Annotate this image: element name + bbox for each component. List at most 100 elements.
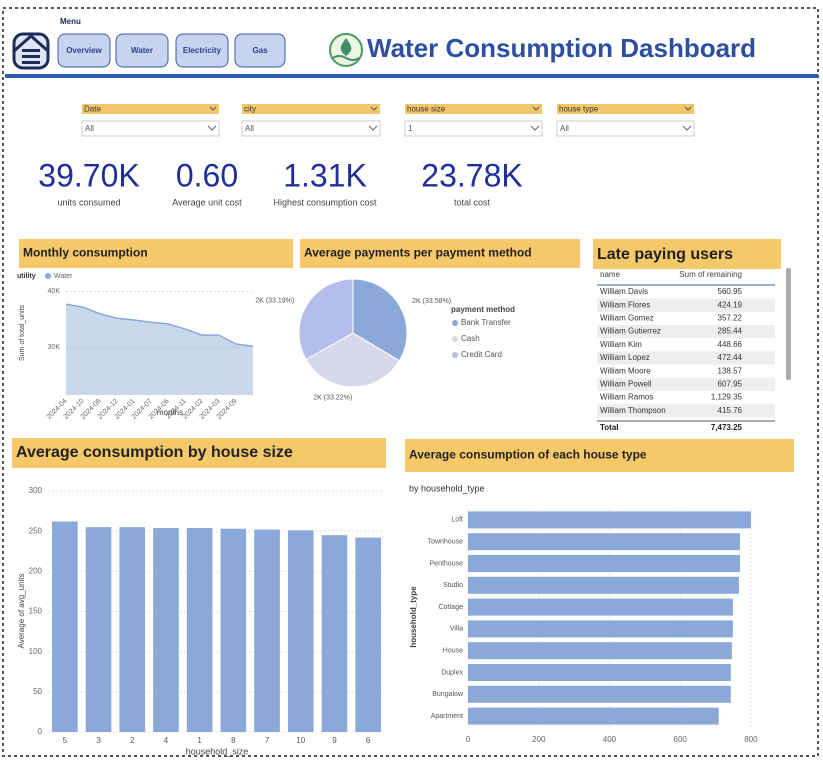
panel-title: Monthly consumption bbox=[23, 246, 148, 260]
y-axis-label: Sum of total_units bbox=[19, 304, 26, 361]
pie-data-label: 2K (33.19%) bbox=[255, 297, 294, 304]
bar bbox=[153, 527, 179, 732]
x-tick-label: 6 bbox=[366, 736, 371, 745]
menu-button[interactable] bbox=[115, 33, 169, 68]
legend-marker bbox=[452, 336, 458, 342]
filter-label: house type bbox=[559, 105, 599, 114]
bar bbox=[254, 529, 280, 732]
x-tick-label: 2 bbox=[130, 736, 135, 745]
filter-value: All bbox=[245, 124, 254, 133]
menu-button[interactable] bbox=[234, 33, 286, 68]
x-tick-label: 200 bbox=[532, 735, 546, 744]
bar bbox=[468, 533, 740, 551]
filter-dropdown[interactable] bbox=[556, 120, 695, 137]
bar bbox=[119, 527, 146, 732]
table-row-shade bbox=[597, 351, 775, 365]
x-tick-label: 0 bbox=[466, 735, 471, 744]
y-axis-label: Average of avg_units bbox=[17, 573, 26, 648]
filter-dropdown-chevron bbox=[368, 125, 378, 131]
table-cell: 472.44 bbox=[718, 353, 743, 362]
logo-wave bbox=[332, 55, 360, 61]
menu-button[interactable] bbox=[175, 33, 229, 68]
kpi-label: Average unit cost bbox=[172, 197, 242, 207]
scrollbar[interactable] bbox=[786, 268, 791, 380]
x-tick-label: 9 bbox=[332, 736, 337, 745]
table-row-shade bbox=[597, 325, 775, 339]
kpi-label: units consumed bbox=[57, 197, 120, 207]
filter-chevron bbox=[684, 106, 692, 111]
table-cell: 448.66 bbox=[718, 340, 743, 349]
y-tick-label: 200 bbox=[29, 566, 43, 575]
filter-chevron bbox=[370, 106, 378, 111]
table-total: Total bbox=[600, 423, 619, 432]
y-tick-label: Duplex bbox=[441, 669, 463, 676]
area-fill bbox=[66, 304, 253, 395]
y-tick-label: 300 bbox=[29, 486, 43, 495]
y-tick-label: House bbox=[443, 648, 463, 655]
x-axis-label: months bbox=[157, 408, 183, 417]
dashboard-title: Water Consumption Dashboard bbox=[367, 33, 756, 63]
menu-button-label: Overview bbox=[66, 46, 102, 55]
y-tick-label: 150 bbox=[29, 607, 43, 616]
y-tick-label: Penthouse bbox=[430, 560, 464, 567]
y-tick-label: Bungalow bbox=[432, 691, 464, 698]
filter-label: Date bbox=[84, 105, 101, 114]
bar bbox=[468, 707, 719, 725]
legend-marker bbox=[452, 320, 458, 326]
y-tick-label: 100 bbox=[29, 647, 43, 656]
panel-header bbox=[19, 239, 293, 268]
menu-label: Menu bbox=[60, 17, 81, 26]
y-tick-label: 30K bbox=[48, 344, 61, 351]
table-cell: 1,129.35 bbox=[711, 393, 743, 402]
table-cell: 285.44 bbox=[718, 327, 743, 336]
filter-dropdown[interactable] bbox=[241, 120, 381, 137]
filter-dropdown[interactable] bbox=[81, 120, 220, 137]
table-row-shade bbox=[597, 404, 775, 418]
filter-dropdown-chevron bbox=[682, 125, 692, 131]
bar bbox=[220, 528, 247, 732]
y-tick-label: Loft bbox=[451, 517, 463, 524]
chart-subtitle: by household_type bbox=[409, 483, 485, 493]
header-rule bbox=[5, 74, 818, 78]
menu-icon-roof bbox=[13, 33, 49, 53]
filter-dropdown-chevron bbox=[207, 125, 217, 131]
bar bbox=[355, 537, 381, 732]
filter-label: city bbox=[244, 105, 256, 114]
panel-header bbox=[593, 239, 781, 269]
y-tick-label: Cottage bbox=[438, 604, 463, 611]
table-cell: 357.22 bbox=[718, 314, 743, 323]
table-cell: William Ramos bbox=[600, 393, 653, 402]
table-cell: William Flores bbox=[600, 300, 650, 309]
menu-button-label: Water bbox=[131, 46, 153, 55]
y-tick-label: Villa bbox=[450, 626, 463, 633]
menu-icon[interactable] bbox=[12, 32, 50, 70]
table-total: 7,473.25 bbox=[711, 423, 743, 432]
pie-data-label: 2K (33.22%) bbox=[313, 394, 352, 401]
logo bbox=[329, 33, 363, 67]
table-cell: 607.95 bbox=[718, 380, 743, 389]
kpi-value: 1.31K bbox=[283, 157, 367, 193]
x-tick-label: 800 bbox=[744, 735, 758, 744]
table-header: name bbox=[600, 270, 621, 279]
legend-label: Water bbox=[54, 273, 73, 280]
menu-button-label: Electricity bbox=[183, 46, 222, 55]
y-tick-label: Townhouse bbox=[428, 539, 464, 546]
legend-marker bbox=[45, 273, 51, 279]
table-cell: William Davis bbox=[600, 287, 648, 296]
filter-value: All bbox=[85, 124, 94, 133]
kpi-label: total cost bbox=[454, 197, 491, 207]
bar bbox=[321, 535, 348, 732]
x-tick-label: 3 bbox=[96, 736, 101, 745]
menu-button[interactable] bbox=[57, 33, 111, 68]
filter-dropdown[interactable] bbox=[404, 120, 543, 137]
x-tick-label: 600 bbox=[674, 735, 688, 744]
legend-label: Credit Card bbox=[461, 350, 502, 359]
x-tick-label: 5 bbox=[63, 736, 68, 745]
legend-title: utility bbox=[17, 273, 36, 280]
legend-title: payment method bbox=[451, 305, 515, 314]
menu-button-label: Gas bbox=[252, 46, 268, 55]
table-cell: William Powell bbox=[600, 380, 652, 389]
filter-value: All bbox=[560, 124, 569, 133]
table-row-shade bbox=[597, 298, 775, 312]
table-cell: William Lopez bbox=[600, 353, 650, 362]
